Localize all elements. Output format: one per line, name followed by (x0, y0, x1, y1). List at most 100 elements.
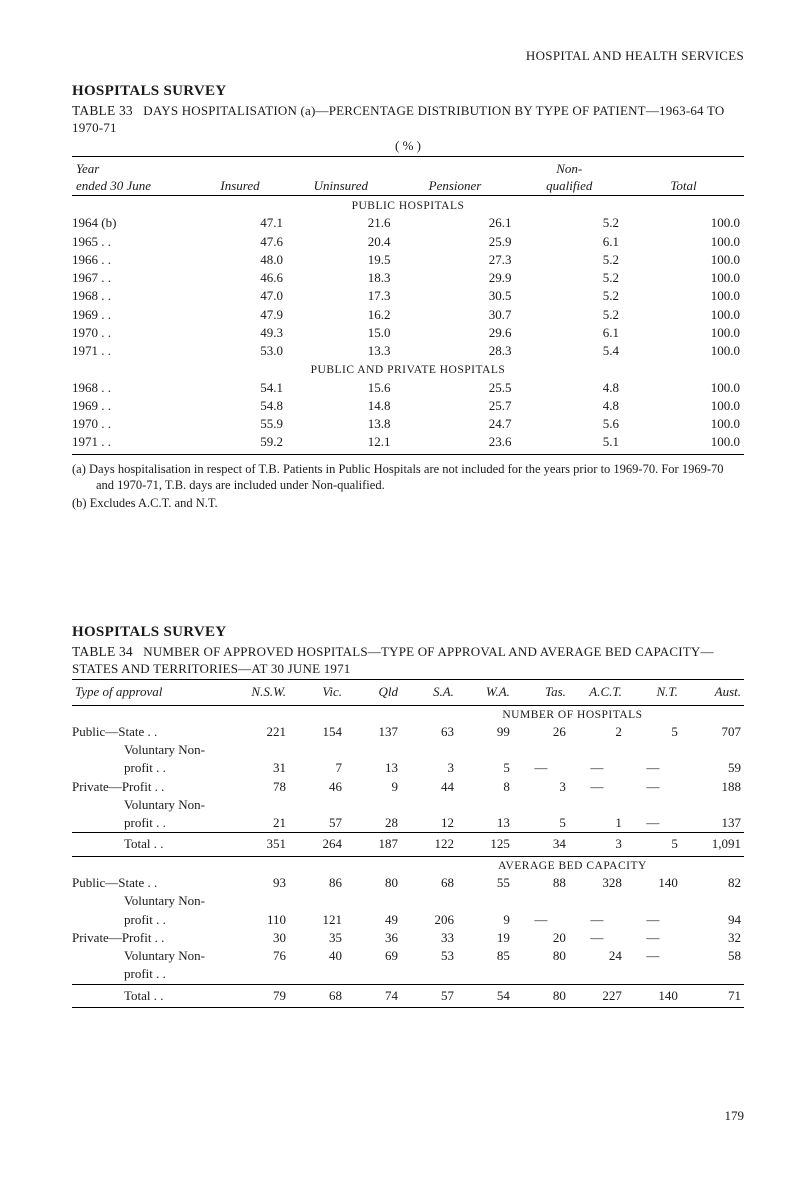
t33-cell: 5.2 (516, 306, 624, 324)
t33-cell: 1968 . . (72, 379, 193, 397)
t33-cell: 100.0 (623, 269, 744, 287)
t34-total-cell: 68 (289, 984, 345, 1007)
t33-cell: 29.6 (395, 324, 516, 342)
t34-cell: 85 (457, 947, 513, 965)
t34-cell (457, 892, 513, 910)
t34-total-cell: 1,091 (681, 833, 744, 856)
t33-cell: 47.9 (193, 306, 287, 324)
t33-cell: 12.1 (287, 433, 395, 454)
t34-cell (569, 741, 625, 759)
t34-cell (681, 965, 744, 984)
t34-section-number: NUMBER OF HOSPITALS (401, 705, 744, 723)
note-b: (b) Excludes A.C.T. and N.T. (72, 495, 744, 511)
t34-cell: — (625, 759, 681, 777)
t34-h-tas: Tas. (513, 680, 569, 705)
t34-total-cell: 80 (513, 984, 569, 1007)
t34-cell: 154 (289, 723, 345, 741)
table33-unit: ( % ) (72, 138, 744, 154)
t34-cell (345, 892, 401, 910)
t33-cell: 100.0 (623, 251, 744, 269)
t34-cell: 94 (681, 911, 744, 929)
t33-cell: 1967 . . (72, 269, 193, 287)
t33-cell: 48.0 (193, 251, 287, 269)
t33-cell: 5.4 (516, 342, 624, 360)
t34-cell: 5 (625, 723, 681, 741)
t33-cell: 1969 . . (72, 397, 193, 415)
t33-cell: 1968 . . (72, 287, 193, 305)
t33-cell: 25.5 (395, 379, 516, 397)
t34-cell (513, 892, 569, 910)
t34-cell: 20 (513, 929, 569, 947)
page-number: 179 (72, 1108, 744, 1124)
t34-cell: 99 (457, 723, 513, 741)
t34-cell (681, 892, 744, 910)
t33-cell: 100.0 (623, 287, 744, 305)
t33-h-year: Yearended 30 June (72, 157, 193, 196)
t34-total-label: Total . . (72, 984, 233, 1007)
t34-total-cell: 140 (625, 984, 681, 1007)
t34-label: Voluntary Non- (72, 741, 233, 759)
t33-cell: 23.6 (395, 433, 516, 454)
t34-h-nt: N.T. (625, 680, 681, 705)
t34-cell: 44 (401, 778, 457, 796)
t33-h-insured: Insured (193, 157, 287, 196)
t34-cell: 2 (569, 723, 625, 741)
t33-cell: 5.6 (516, 415, 624, 433)
t34-label: Private—Profit . . (72, 929, 233, 947)
t34-cell: 9 (345, 778, 401, 796)
t34-cell (289, 796, 345, 814)
t33-cell: 25.9 (395, 233, 516, 251)
t34-cell (401, 892, 457, 910)
t34-cell: 28 (345, 814, 401, 833)
t34-h-aust: Aust. (681, 680, 744, 705)
t34-cell: 55 (457, 874, 513, 892)
t33-cell: 27.3 (395, 251, 516, 269)
t33-cell: 24.7 (395, 415, 516, 433)
t33-cell: 100.0 (623, 306, 744, 324)
t34-cell: 3 (401, 759, 457, 777)
table33-num: TABLE 33 (72, 103, 133, 118)
t33-cell: 28.3 (395, 342, 516, 360)
t34-label: profit . . (72, 965, 233, 984)
t33-cell: 5.2 (516, 287, 624, 305)
t34-cell (625, 741, 681, 759)
t34-cell: 140 (625, 874, 681, 892)
t34-cell: 137 (681, 814, 744, 833)
t33-cell: 21.6 (287, 214, 395, 232)
t34-cell (681, 796, 744, 814)
t33-cell: 15.0 (287, 324, 395, 342)
t34-h-act: A.C.T. (569, 680, 625, 705)
t34-cell: 80 (345, 874, 401, 892)
t34-label: Voluntary Non- (72, 947, 233, 965)
t33-cell: 5.2 (516, 269, 624, 287)
t34-cell: 19 (457, 929, 513, 947)
t33-cell: 100.0 (623, 342, 744, 360)
t34-total-cell: 122 (401, 833, 457, 856)
t34-cell: 24 (569, 947, 625, 965)
t34-total-cell: 264 (289, 833, 345, 856)
page-header: HOSPITAL AND HEALTH SERVICES (72, 48, 744, 64)
t33-cell: 1965 . . (72, 233, 193, 251)
t34-cell: 13 (457, 814, 513, 833)
t34-cell: 78 (233, 778, 289, 796)
t33-cell: 1969 . . (72, 306, 193, 324)
t34-total-cell: 34 (513, 833, 569, 856)
t34-cell: — (625, 778, 681, 796)
t33-cell: 1966 . . (72, 251, 193, 269)
t33-cell: 25.7 (395, 397, 516, 415)
t34-cell: — (625, 814, 681, 833)
t33-cell: 59.2 (193, 433, 287, 454)
t33-cell: 47.0 (193, 287, 287, 305)
survey-title-2: HOSPITALS SURVEY (72, 623, 744, 642)
t33-cell: 19.5 (287, 251, 395, 269)
table34-caption-text: NUMBER OF APPROVED HOSPITALS—TYPE OF APP… (72, 644, 714, 676)
t34-cell: — (625, 911, 681, 929)
t34-h-qld: Qld (345, 680, 401, 705)
t33-cell: 47.6 (193, 233, 287, 251)
t34-cell (625, 892, 681, 910)
t34-cell (233, 892, 289, 910)
t34-cell (289, 741, 345, 759)
t33-cell: 1964 (b) (72, 214, 193, 232)
t34-cell (569, 796, 625, 814)
t33-cell: 29.9 (395, 269, 516, 287)
